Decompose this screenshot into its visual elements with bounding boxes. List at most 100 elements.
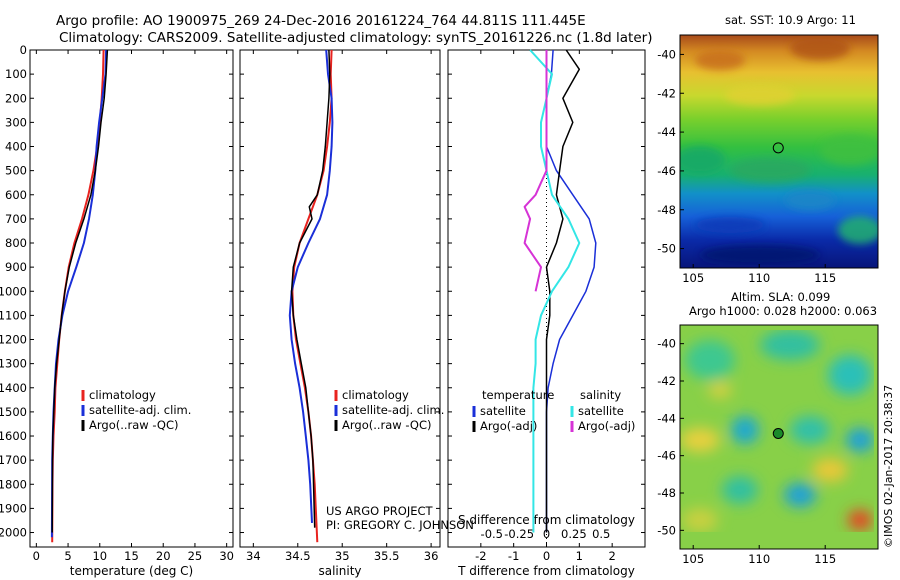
y-tick-label: 700 [5,212,27,226]
y-tick-label: 400 [5,140,27,154]
x-tick-label: -2 [475,549,486,563]
x-tick-label: 15 [124,549,139,563]
imos-stamp: ©IMOS 02-Jan-2017 20:38:37 [882,385,895,548]
argo-position-marker [772,427,784,439]
sst-map-title: sat. SST: 10.9 Argo: 11 [725,13,856,27]
map-x-tick-label: 105 [682,271,704,285]
y-tick-label: 200 [5,91,27,105]
x-axis-label: salinity [318,564,361,578]
series-line-2 [290,49,331,528]
y-tick-label: 1700 [0,453,27,467]
y-tick-label: 1000 [0,284,27,298]
y-tick-label: 600 [5,188,27,202]
y-tick-label: 1600 [0,429,27,443]
series-line-3 [523,50,548,292]
map-y-tick-label: -48 [657,486,676,500]
series-line-1 [545,49,581,533]
legend-label: Argo(..raw -QC) [342,418,432,432]
x-axis-label: temperature (deg C) [70,564,193,578]
x-tick-label: 25 [188,549,203,563]
x-tick-label: 35.5 [374,549,400,563]
x-tick-label: 35 [335,549,350,563]
map-y-tick-label: -50 [657,242,676,256]
map-y-tick-label: -42 [657,86,676,100]
map-x-tick-label: 110 [748,271,770,285]
x-tick-label: 2 [609,549,616,563]
legend-label: Argo(-adj) [578,419,635,433]
legend-label: satellite [480,404,526,418]
map-y-tick-label: -44 [657,411,676,425]
difference-profile: -2 -1 0 1 2T difference from climatology -0.5… [447,49,646,578]
x-tick-label: 34 [246,549,261,563]
y-tick-label: 2000 [0,526,27,540]
figure-title-line1: Argo profile: AO 1900975_269 24-Dec-2016… [56,13,586,29]
series-line-0 [545,49,597,533]
salinity-profile: 34 34.5 35 35.5 36 salinity climatologysatelli… [239,49,444,578]
x-tick-label: 1 [576,549,583,563]
temperature-profile-frame [29,49,234,548]
map-y-tick-label: -50 [657,523,676,537]
legend-label: Argo(..raw -QC) [89,418,179,432]
legend-group-title: salinity [580,388,621,402]
y-tick-label: 0 [20,43,27,57]
legend-label: climatology [342,388,409,402]
y-tick-label: 1400 [0,381,27,395]
legend-label: satellite-adj. clim. [342,403,444,417]
map-x-tick-label: 115 [814,552,836,566]
figure-title-line2: Climatology: CARS2009. Satellite-adjuste… [59,30,652,46]
map-y-tick-label: -40 [657,337,676,351]
y-tick-label: 1100 [0,308,27,322]
map-y-tick-label: -40 [657,47,676,61]
series-line-2 [51,49,109,533]
x-tick-label: 0 [543,549,550,563]
y-tick-label: 1800 [0,477,27,491]
y-tick-label: 500 [5,164,27,178]
y-tick-label: 1300 [0,357,27,371]
map-y-tick-label: -46 [657,449,676,463]
pi-annotation: PI: GREGORY C. JOHNSON [326,518,474,532]
sst-map-axes: 105 110 115 -40 -42 -44 -46 -48 -50 [657,47,836,285]
salinity-profile-frame [239,49,441,548]
x2-tick-label: -0.5 [481,527,503,541]
series-line-2 [529,49,581,533]
map-x-tick-label: 105 [682,552,704,566]
y-tick-label: 900 [5,260,27,274]
project-annotation: US ARGO PROJECT [326,504,434,518]
sla-map: Altim. SLA: 0.099 Argo h1000: 0.028 h200… [679,290,879,550]
sst-map: sat. SST: 10.9 Argo: 11 [679,13,879,269]
y-tick-label: 1500 [0,405,27,419]
x-tick-label: 0 [33,549,40,563]
series-line-1 [288,49,334,523]
sla-map-axes: 105 110 115 -40 -42 -44 -46 -48 -50 [657,337,836,566]
x2-tick-label: -0.25 [504,527,534,541]
legend-label: climatology [89,388,156,402]
legend-label: satellite-adj. clim. [89,403,191,417]
temperature-profile: 0100200300400500600700800900100011001200… [0,43,234,578]
map-x-tick-label: 115 [814,271,836,285]
x2-tick-label: 0.25 [561,527,587,541]
legend-label: satellite [578,404,624,418]
map-y-tick-label: -44 [657,125,676,139]
sla-map-subtitle: Argo h1000: 0.028 h2000: 0.063 [689,304,877,318]
x-tick-label: -1 [508,549,519,563]
x-tick-label: 34.5 [285,549,311,563]
x-tick-label: 36 [424,549,439,563]
legend-label: Argo(-adj) [480,419,537,433]
y-tick-label: 1200 [0,333,27,347]
map-x-tick-label: 110 [748,552,770,566]
map-y-tick-label: -46 [657,164,676,178]
x-tick-label: 20 [156,549,171,563]
y-tick-label: 300 [5,115,27,129]
x-tick-label: 30 [219,549,234,563]
series-line-0 [291,49,333,543]
argo-position-marker [772,142,784,154]
y-tick-label: 800 [5,236,27,250]
x-axis-label: T difference from climatology [457,564,635,578]
map-y-tick-label: -48 [657,203,676,217]
x2-tick-label: 0.5 [592,527,610,541]
x-tick-label: 10 [92,549,107,563]
series-line-1 [50,49,108,538]
y-tick-label: 1900 [0,501,27,515]
map-y-tick-label: -42 [657,374,676,388]
